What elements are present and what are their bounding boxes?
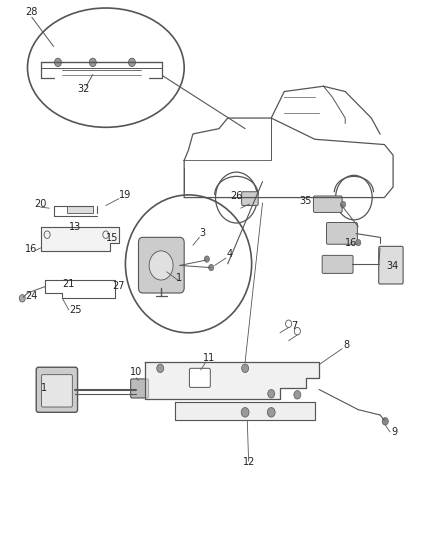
Circle shape bbox=[382, 418, 389, 425]
Text: 24: 24 bbox=[25, 292, 38, 301]
Text: 3: 3 bbox=[199, 228, 205, 238]
Text: 21: 21 bbox=[62, 279, 75, 289]
Text: 26: 26 bbox=[230, 191, 242, 200]
Text: 1: 1 bbox=[176, 273, 182, 284]
Text: 11: 11 bbox=[203, 353, 215, 363]
Circle shape bbox=[204, 256, 209, 262]
Text: 4: 4 bbox=[227, 249, 233, 259]
Text: 32: 32 bbox=[78, 84, 90, 93]
Text: 7: 7 bbox=[291, 321, 297, 331]
Polygon shape bbox=[176, 402, 315, 420]
FancyBboxPatch shape bbox=[131, 379, 148, 398]
FancyBboxPatch shape bbox=[326, 222, 357, 244]
Circle shape bbox=[128, 58, 135, 67]
Text: 10: 10 bbox=[130, 367, 142, 377]
FancyBboxPatch shape bbox=[189, 368, 210, 387]
Text: 13: 13 bbox=[69, 222, 81, 232]
Circle shape bbox=[241, 408, 249, 417]
Polygon shape bbox=[41, 227, 119, 251]
FancyBboxPatch shape bbox=[242, 192, 258, 206]
Circle shape bbox=[268, 390, 275, 398]
Text: 9: 9 bbox=[391, 427, 397, 437]
FancyBboxPatch shape bbox=[322, 255, 353, 273]
Text: 1: 1 bbox=[41, 383, 47, 393]
FancyBboxPatch shape bbox=[379, 246, 403, 284]
Text: 34: 34 bbox=[387, 261, 399, 271]
FancyBboxPatch shape bbox=[36, 367, 78, 413]
FancyBboxPatch shape bbox=[314, 196, 342, 213]
Text: 15: 15 bbox=[106, 233, 118, 243]
Circle shape bbox=[356, 239, 361, 246]
Text: 27: 27 bbox=[113, 281, 125, 291]
Text: 16: 16 bbox=[25, 244, 38, 254]
Polygon shape bbox=[145, 362, 319, 399]
Circle shape bbox=[340, 201, 346, 208]
Ellipse shape bbox=[149, 251, 173, 280]
Text: 25: 25 bbox=[69, 305, 81, 314]
Circle shape bbox=[267, 408, 275, 417]
Circle shape bbox=[54, 58, 61, 67]
Circle shape bbox=[294, 391, 301, 399]
Text: 12: 12 bbox=[243, 457, 255, 467]
Circle shape bbox=[157, 364, 164, 373]
Text: 20: 20 bbox=[34, 199, 46, 209]
Text: 19: 19 bbox=[119, 190, 131, 199]
Circle shape bbox=[208, 264, 214, 271]
Text: 28: 28 bbox=[25, 6, 38, 17]
Text: 35: 35 bbox=[300, 196, 312, 206]
Circle shape bbox=[19, 295, 25, 302]
Circle shape bbox=[242, 364, 249, 373]
Circle shape bbox=[89, 58, 96, 67]
Text: 8: 8 bbox=[343, 340, 349, 350]
Polygon shape bbox=[67, 206, 93, 214]
FancyBboxPatch shape bbox=[42, 375, 72, 407]
FancyBboxPatch shape bbox=[138, 237, 184, 293]
Text: 16: 16 bbox=[345, 238, 357, 248]
